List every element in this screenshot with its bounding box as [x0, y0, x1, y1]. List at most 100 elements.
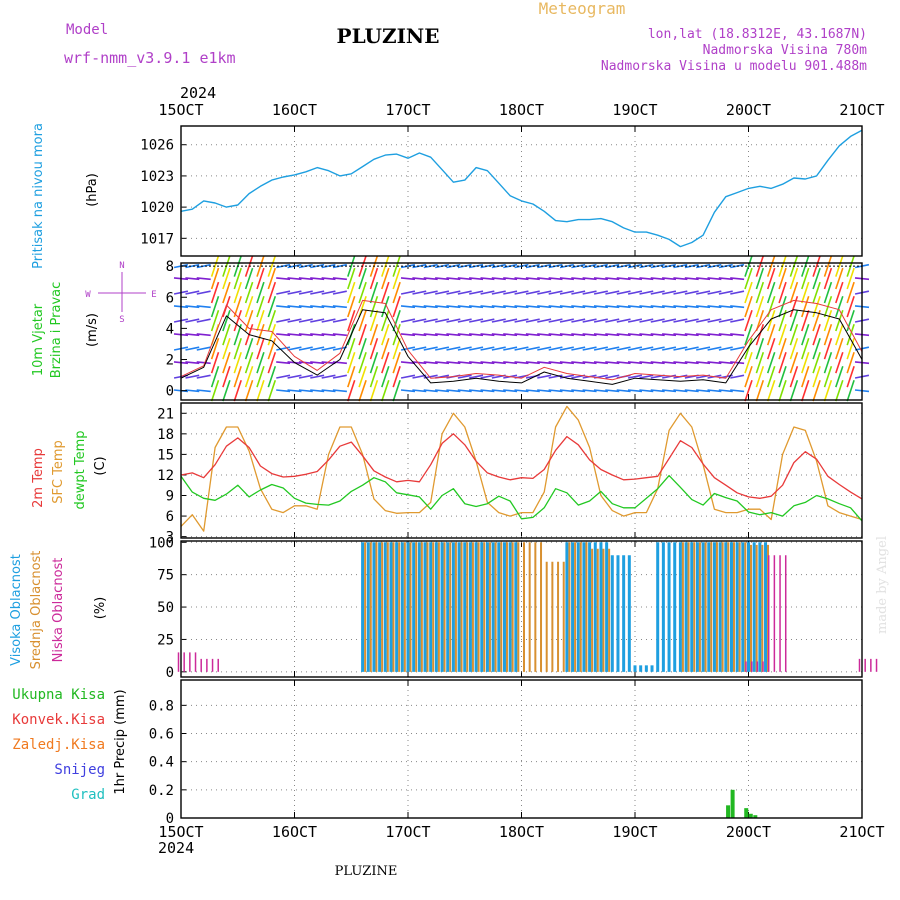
wind-barb [673, 263, 688, 269]
wind-barb [276, 290, 291, 295]
wind-barb [835, 337, 844, 360]
wind-barb [287, 374, 302, 379]
y-tick-label: 0 [166, 384, 174, 400]
wind-barb [789, 323, 799, 346]
wind-barb [778, 379, 787, 402]
wind-barb [321, 277, 336, 281]
wind-barb [684, 318, 699, 323]
wind-barb [480, 333, 495, 337]
wind-barb [548, 333, 563, 337]
time-tick-label: 20OCT [726, 823, 771, 841]
wind-barb [480, 305, 495, 309]
wind-barb [358, 281, 367, 304]
wind-barb [582, 346, 597, 351]
wind-barb [256, 351, 265, 374]
y-tick-label: 1023 [140, 169, 174, 185]
wind-barb [755, 281, 765, 304]
wind-barb [298, 318, 313, 323]
wind-barb [321, 346, 336, 351]
time-tick-label: 19OCT [612, 101, 657, 119]
wind-barb [650, 333, 665, 337]
wind-barb [256, 255, 265, 277]
wind-barb [310, 346, 325, 351]
wind-barb [267, 379, 277, 402]
wind-barb [673, 290, 688, 295]
wind-barb [537, 374, 552, 379]
wind-barb [256, 267, 265, 290]
wind-barb [684, 346, 699, 351]
wind-barb [276, 346, 291, 351]
wind-barb [559, 318, 574, 323]
wind-barb [707, 318, 722, 323]
wind-barb [684, 263, 699, 269]
time-tick-labels: 15OCT 15OCT 16OCT 16OCT 17OCT 17OCT 18OCT 18OCT… [158, 101, 884, 841]
wind-barb [525, 361, 540, 365]
wind-barb [222, 351, 231, 374]
time-tick-label: 18OCT [499, 823, 544, 841]
dewpoint-line [180, 474, 863, 522]
y-tick-label: 4 [166, 321, 174, 337]
wind-barb [744, 309, 753, 332]
wind-barb [287, 333, 302, 337]
wind-barb [276, 374, 291, 379]
wind-barb [435, 290, 450, 295]
temp-axis-unit: (C) [93, 456, 108, 475]
wind-barb [548, 389, 563, 393]
wind-barb [582, 290, 597, 295]
wind-barb [457, 318, 472, 323]
wind-barb [347, 379, 356, 402]
wind-barb [347, 267, 356, 290]
wind-barb [755, 337, 765, 360]
wind-barb [835, 365, 844, 388]
wind-barb [287, 389, 302, 393]
wind-barb [332, 263, 347, 269]
wind-barb [525, 318, 540, 323]
wind-barb [846, 351, 855, 374]
wind-barb [627, 346, 643, 351]
dewpoint-axis-title: dewpt Temp [73, 430, 88, 509]
wind-barb [332, 277, 347, 281]
wind-barb [287, 277, 302, 281]
wind-barb [256, 295, 265, 318]
wind-barb [321, 333, 336, 337]
wind-barb [801, 267, 810, 290]
panel-frame [180, 262, 863, 401]
wind-barb [369, 309, 379, 332]
wind-barb [548, 277, 563, 281]
wind-barb [298, 333, 313, 337]
y-tick-label: 6 [166, 290, 174, 306]
wind-barb [503, 290, 518, 295]
wind-barb [766, 351, 776, 374]
sfc-temp-line [180, 405, 863, 532]
wind-barb [267, 351, 277, 374]
wind-barb [718, 318, 733, 323]
wind-barb [823, 323, 833, 346]
wind-barb [639, 290, 654, 295]
wind-barb [244, 267, 254, 290]
wind-barb [778, 337, 787, 360]
wind-barb [835, 295, 844, 318]
wind-barb [639, 389, 654, 393]
wind-barb [276, 333, 291, 337]
wind-barb [730, 361, 745, 365]
time-tick-label: 16OCT [272, 823, 317, 841]
wind-barb [210, 351, 220, 374]
wind-barb [491, 277, 506, 281]
wind-barb [650, 305, 665, 309]
wind-barb [244, 379, 254, 402]
wind-barb [412, 361, 427, 365]
wind-barb [347, 309, 356, 332]
wind-barb [639, 318, 654, 323]
wind-barb [707, 361, 722, 365]
wind-barb [766, 379, 776, 402]
wind-barb [684, 333, 699, 337]
wind-barb [358, 309, 367, 332]
wind-barb [789, 379, 799, 402]
wind-barb [627, 290, 643, 295]
legend-convective-rain: Konvek.Kisa [12, 712, 105, 728]
wind-barb [812, 295, 821, 318]
wind-barb [222, 337, 231, 360]
wind-barb [755, 295, 765, 318]
wind-barb [457, 374, 472, 379]
wind-barb [423, 361, 438, 365]
